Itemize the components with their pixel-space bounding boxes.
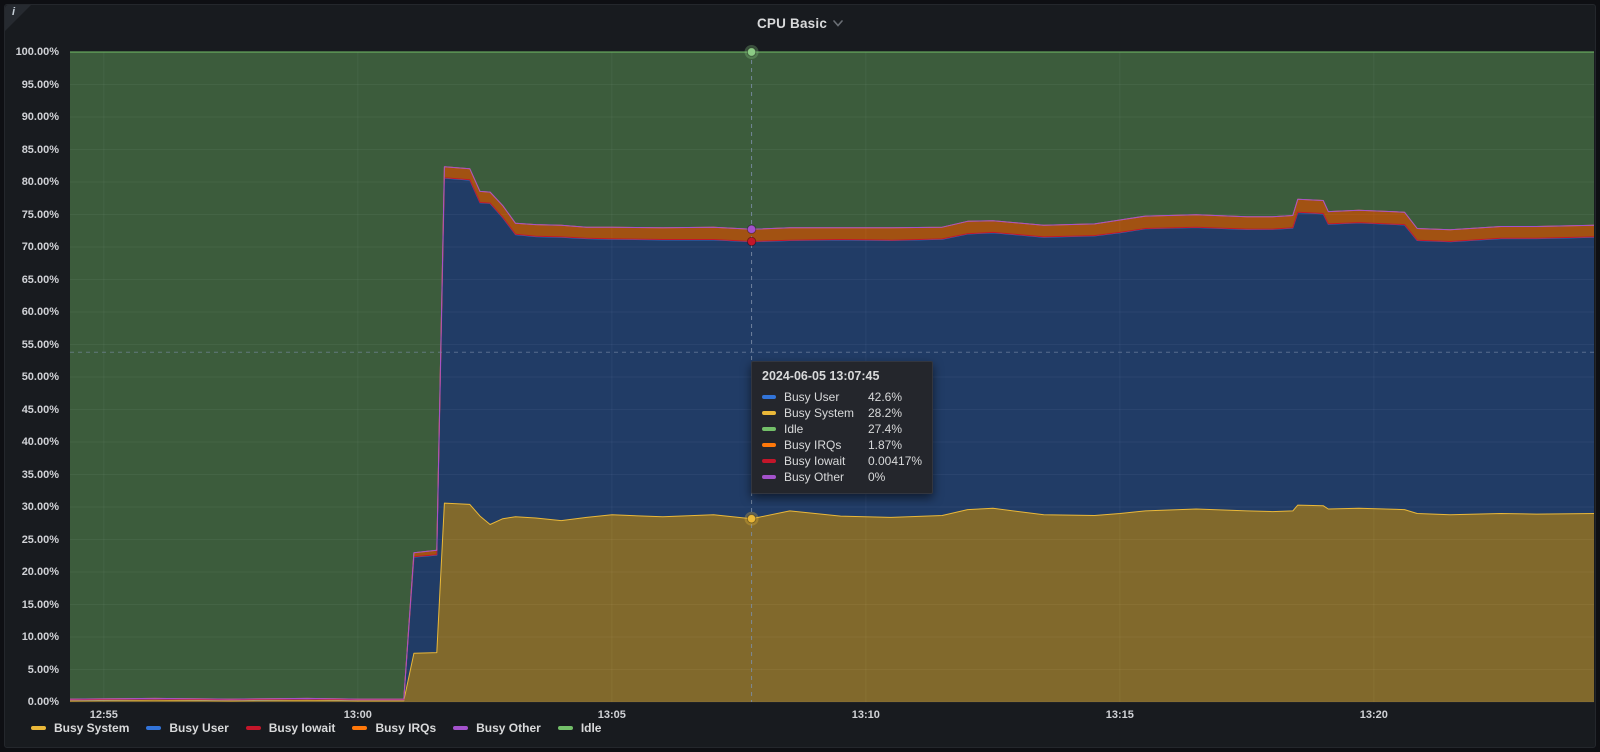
tooltip-series-label: Idle: [784, 422, 804, 436]
x-tick-label: 13:15: [1105, 709, 1134, 721]
y-tick-label: 75.00%: [21, 208, 59, 221]
hover-point-idle: [746, 47, 757, 57]
legend-swatch-icon: [453, 726, 469, 730]
tooltip-row-busy-system: Busy System 28.2%: [762, 405, 922, 421]
tooltip-series-label: Busy System: [784, 406, 855, 420]
tooltip-series-value: 28.2%: [868, 406, 903, 420]
y-tick-label: 5.00%: [27, 663, 59, 676]
legend-label: Busy Other: [476, 721, 541, 735]
y-tick-label: 100.00%: [15, 46, 59, 58]
legend-label: Busy System: [54, 721, 130, 735]
legend-swatch-icon: [146, 726, 162, 730]
panel-title[interactable]: CPU Basic: [756, 15, 828, 31]
x-tick-label: 12:55: [89, 709, 118, 721]
x-tick-label: 13:05: [597, 709, 626, 721]
tooltip-series-value: 42.6%: [868, 390, 903, 404]
hover-point-busy-iowait: [746, 236, 757, 247]
y-tick-label: 30.00%: [21, 501, 59, 513]
chevron-down-icon: [833, 19, 843, 27]
legend-label: Idle: [580, 721, 602, 735]
tooltip-swatch-icon: [762, 395, 776, 399]
y-tick-label: 0.00%: [27, 696, 59, 708]
legend-label: Busy Iowait: [268, 721, 336, 735]
line-busy-other: [69, 166, 1595, 700]
tooltip-row-busy-user: Busy User 42.6%: [762, 389, 922, 405]
y-tick-label: 20.00%: [21, 566, 59, 578]
y-tick-label: 85.00%: [21, 143, 59, 156]
tooltip-timestamp: 2024-06-05 13:07:45: [762, 369, 880, 383]
panel-info-corner[interactable]: i: [5, 5, 31, 31]
y-tick-label: 65.00%: [21, 273, 59, 286]
y-tick-label: 50.00%: [21, 371, 59, 383]
tooltip-series-value: 0%: [868, 470, 886, 484]
x-tick-label: 13:10: [851, 709, 880, 721]
hover-point-busy-other: [746, 224, 757, 235]
legend-item-busy-iowait[interactable]: Busy Iowait: [245, 721, 336, 735]
tooltip-series-label: Busy IRQs: [784, 438, 842, 452]
tooltip-swatch-icon: [762, 475, 776, 479]
legend-swatch-icon: [352, 726, 368, 730]
y-tick-label: 95.00%: [21, 78, 59, 91]
tooltip-swatch-icon: [762, 411, 776, 415]
legend-swatch-icon: [245, 726, 261, 730]
tooltip-series-value: 27.4%: [868, 422, 903, 436]
tooltip-swatch-icon: [762, 459, 776, 463]
y-tick-label: 60.00%: [21, 306, 59, 318]
tooltip-row-busy-iowait: Busy Iowait 0.00417%: [762, 453, 922, 469]
tooltip-series-value: 0.00417%: [868, 454, 923, 468]
legend-label: Busy User: [169, 721, 229, 735]
area-busy-system: [70, 503, 1594, 702]
x-tick-label: 13:00: [343, 709, 372, 721]
tooltip-row-busy-other: Busy Other 0%: [762, 469, 922, 485]
line-busy-system: [69, 502, 1595, 702]
tooltip-rows: Busy User 42.6% Busy System 28.2% Idle 27.4% B…: [762, 389, 922, 485]
x-tick-label: 13:20: [1359, 709, 1388, 721]
y-tick-label: 90.00%: [21, 111, 59, 123]
tooltip-series-label: Busy User: [784, 390, 840, 404]
y-tick-label: 15.00%: [21, 598, 59, 611]
y-tick-label: 70.00%: [21, 241, 59, 253]
legend-item-busy-user[interactable]: Busy User: [146, 721, 229, 735]
y-tick-label: 40.00%: [21, 436, 59, 448]
tooltip-series-label: Busy Other: [784, 470, 845, 484]
tooltip-swatch-icon: [762, 427, 776, 431]
legend-swatch-icon: [31, 726, 46, 730]
info-icon: i: [12, 6, 16, 18]
tooltip-row-busy-irqs: Busy IRQs 1.87%: [762, 437, 922, 453]
tooltip-row-idle: Idle 27.4%: [762, 421, 922, 437]
area-idle: [70, 52, 1594, 700]
y-tick-label: 25.00%: [21, 533, 59, 546]
y-tick-label: 35.00%: [21, 468, 59, 481]
panel-header[interactable]: CPU Basic: [5, 5, 1595, 41]
legend: Busy System Busy User Busy Iowait Busy IRQs…: [31, 721, 618, 735]
y-tick-label: 55.00%: [21, 338, 59, 351]
cpu-basic-panel: i CPU Basic 0.00% 5.00% 10.00% 15.00% 20.00%…: [4, 4, 1596, 748]
y-tick-label: 80.00%: [21, 176, 59, 188]
hover-point-busy-system: [746, 514, 757, 524]
legend-item-idle[interactable]: Idle: [557, 721, 602, 735]
tooltip-swatch-icon: [762, 443, 776, 447]
y-tick-label: 10.00%: [21, 631, 59, 643]
tooltip-series-label: Busy Iowait: [784, 454, 846, 468]
legend-item-busy-other[interactable]: Busy Other: [453, 721, 541, 735]
chart-tooltip: 2024-06-05 13:07:45 Busy User 42.6% Busy S…: [751, 361, 934, 494]
legend-item-busy-irqs[interactable]: Busy IRQs: [352, 721, 436, 735]
legend-label: Busy IRQs: [375, 721, 437, 735]
legend-item-busy-system[interactable]: Busy System: [31, 721, 129, 735]
legend-swatch-icon: [557, 726, 573, 730]
y-tick-label: 45.00%: [21, 403, 59, 416]
tooltip-series-value: 1.87%: [868, 438, 903, 452]
